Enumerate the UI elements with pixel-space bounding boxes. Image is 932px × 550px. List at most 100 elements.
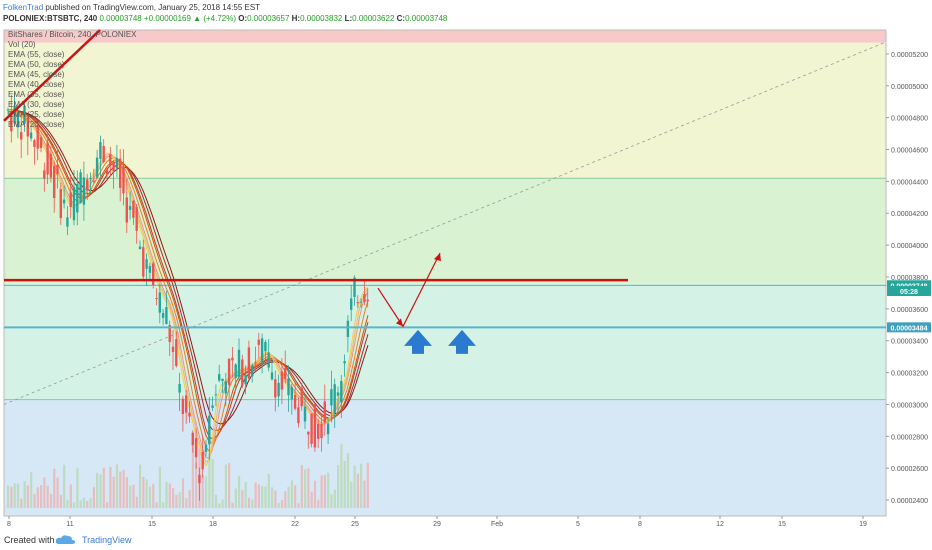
- volume-bar: [13, 483, 16, 508]
- candle-body: [92, 180, 95, 182]
- volume-bar: [317, 499, 320, 508]
- legend-item[interactable]: EMA (25, close): [8, 110, 65, 119]
- y-tick-label: 0.00005000: [891, 84, 928, 91]
- candle-body: [198, 474, 201, 484]
- candle-body: [168, 324, 171, 343]
- candle-body: [284, 368, 287, 379]
- candle-body: [33, 140, 36, 147]
- volume-bar: [106, 502, 109, 508]
- countdown-tag-bg: [887, 286, 931, 297]
- candle-body: [267, 352, 270, 368]
- x-tick-label: 8: [638, 521, 642, 528]
- volume-bar: [360, 463, 363, 508]
- volume-bar: [122, 469, 125, 508]
- candle-body: [237, 349, 241, 378]
- downtrend-line: [3, 29, 101, 122]
- volume-bar: [16, 483, 20, 508]
- legend-item[interactable]: EMA (50, close): [8, 60, 65, 69]
- volume-bar: [82, 497, 86, 508]
- volume-bar: [63, 464, 66, 508]
- volume-bar: [201, 475, 204, 508]
- y-tick-label: 0.00003000: [891, 402, 928, 409]
- candle-body: [23, 105, 26, 124]
- legend-item[interactable]: EMA (45, close): [8, 70, 65, 79]
- legend-item[interactable]: EMA (35, close): [8, 90, 65, 99]
- candle-body: [36, 125, 39, 149]
- volume-bar: [30, 472, 33, 508]
- volume-bar: [145, 479, 148, 508]
- volume-bar: [323, 474, 326, 508]
- volume-bar: [313, 480, 317, 508]
- volume-bar: [69, 484, 72, 508]
- y-tick-label: 0.00002600: [891, 466, 928, 473]
- volume-bar: [346, 453, 350, 508]
- plot-frame: [3, 29, 887, 517]
- candle-body: [79, 172, 82, 203]
- legend-item[interactable]: EMA (55, close): [8, 50, 65, 59]
- candle-body: [188, 412, 191, 417]
- volume-bar: [92, 487, 95, 508]
- volume-bar: [129, 485, 132, 508]
- volume-bar: [7, 485, 10, 508]
- candle-body: [59, 189, 62, 219]
- candle-body: [56, 164, 59, 175]
- volume-bar: [310, 491, 313, 508]
- legend-item[interactable]: EMA (30, close): [8, 100, 65, 109]
- tradingview-brand[interactable]: TradingView: [82, 535, 132, 545]
- candle-body: [270, 372, 274, 380]
- legend-item[interactable]: Vol (20): [8, 40, 36, 49]
- volume-bar: [287, 486, 290, 508]
- candle-body: [86, 179, 89, 191]
- candle-body: [115, 157, 119, 169]
- author-link[interactable]: FolkenTrad: [3, 3, 44, 12]
- volume-bar: [257, 484, 260, 508]
- candle-body: [330, 389, 333, 406]
- volume-bar: [320, 475, 323, 508]
- candle-body: [152, 263, 155, 286]
- volume-bar: [330, 494, 333, 508]
- volume-bar: [353, 465, 356, 508]
- candle-body: [171, 346, 175, 352]
- candle-body: [132, 200, 135, 218]
- volume-bar: [86, 500, 89, 508]
- candle-body: [76, 183, 79, 213]
- y-tick-label: 0.00002800: [891, 434, 928, 441]
- candle-body: [244, 374, 247, 385]
- x-tick-label: 29: [433, 521, 441, 528]
- candle-body: [204, 444, 208, 452]
- volume-bar: [109, 466, 112, 508]
- volume-bar: [238, 475, 241, 508]
- zone-band: [4, 30, 886, 43]
- candle-body: [185, 395, 188, 413]
- candle-body: [43, 170, 46, 179]
- volume-bar: [132, 484, 135, 508]
- y-tick-label: 0.00004600: [891, 148, 928, 155]
- candle-body: [201, 451, 204, 470]
- y-tick-label: 0.00004800: [891, 116, 928, 123]
- volume-bar: [185, 498, 188, 508]
- candle-body: [135, 207, 138, 231]
- change-percent: (+4.72%): [203, 14, 236, 23]
- x-tick-label: 25: [351, 521, 359, 528]
- legend-item[interactable]: EMA (40, close): [8, 80, 65, 89]
- volume-bar: [115, 464, 119, 508]
- candle-body: [366, 299, 369, 302]
- candle-body: [320, 423, 323, 439]
- volume-bar: [290, 480, 293, 508]
- candle-body: [53, 165, 56, 199]
- high-label: H:: [291, 14, 301, 23]
- candle-body: [128, 206, 132, 210]
- volume-bar: [356, 473, 359, 508]
- volume-bar: [224, 464, 227, 508]
- created-with-text: Created with: [4, 535, 55, 545]
- volume-bar: [10, 486, 13, 508]
- candle-body: [29, 132, 33, 139]
- volume-bar: [333, 489, 336, 508]
- volume-bar: [89, 497, 92, 508]
- candle-body: [251, 365, 254, 377]
- legend-item[interactable]: EMA (20, close): [8, 120, 65, 129]
- volume-bar: [211, 458, 214, 508]
- price-chart[interactable]: 0.00005200 0.00005000 0.00004800 0.00004600…: [0, 26, 932, 530]
- open-value: 0.00003657: [247, 14, 290, 23]
- candle-body: [350, 298, 353, 310]
